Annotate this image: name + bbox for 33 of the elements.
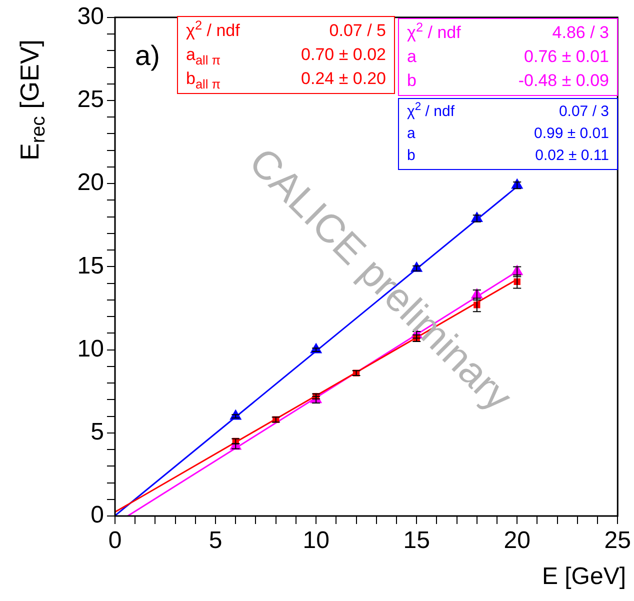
y-tick-label: 20 — [77, 169, 104, 196]
y-tick-label: 30 — [77, 3, 104, 30]
y-tick-label: 15 — [77, 252, 104, 280]
y-tick-label: 5 — [90, 418, 104, 446]
x-axis-title: E [GeV] — [542, 563, 626, 591]
annotation: χ$^{2}$ / ndf — [407, 101, 454, 122]
annotation: 0.07 / 3 — [558, 102, 609, 122]
x-tick-label: 15 — [403, 527, 430, 554]
y-tick-label: 25 — [77, 86, 104, 114]
annotation: χ$^{2}$ / ndf — [186, 17, 240, 42]
annotation: b — [407, 146, 416, 166]
annotation: a) — [135, 40, 160, 72]
annotation: χ$^{2}$ / ndf — [407, 19, 461, 44]
annotation: -0.48 ± 0.09 — [518, 70, 609, 92]
annotation: 0.02 ± 0.11 — [535, 146, 609, 166]
y-tick-label: 0 — [90, 502, 104, 529]
y-tick-label: 10 — [77, 335, 104, 362]
annotation: 0.76 ± 0.01 — [524, 46, 609, 68]
annotation: a$_{all π}$ — [186, 44, 221, 68]
x-tick-label: 10 — [302, 527, 330, 554]
x-tick-label: 25 — [604, 527, 632, 554]
annotation: a — [407, 46, 416, 68]
annotation: 0.24 ± 0.20 — [301, 68, 386, 90]
x-tick-label: 20 — [504, 527, 530, 554]
x-tick-label: 0 — [108, 527, 122, 554]
annotation: b — [407, 70, 416, 92]
annotation: 0.99 ± 0.01 — [534, 124, 609, 144]
annotation: 0.07 / 5 — [329, 20, 386, 42]
annotation: b$_{all π}$ — [186, 68, 221, 92]
x-tick-label: 5 — [208, 527, 222, 554]
annotation: a — [407, 124, 416, 144]
annotation: 4.86 / 3 — [552, 22, 609, 44]
annotation: 0.70 ± 0.02 — [301, 44, 386, 66]
